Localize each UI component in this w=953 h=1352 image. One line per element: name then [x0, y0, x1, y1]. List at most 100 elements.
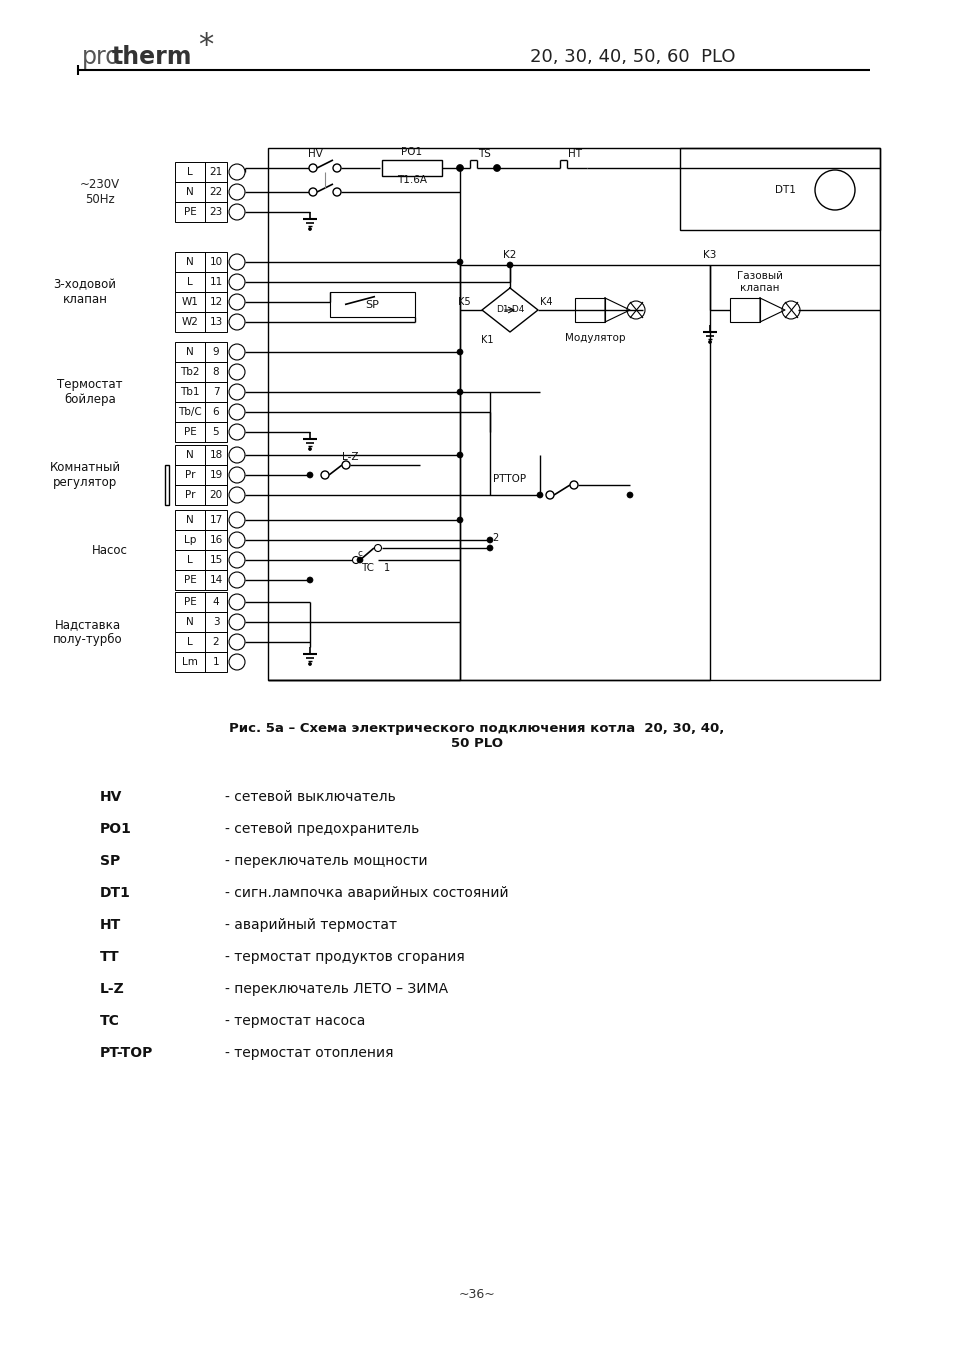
- Text: 13: 13: [209, 316, 222, 327]
- Circle shape: [229, 487, 245, 503]
- Circle shape: [229, 466, 245, 483]
- Bar: [205, 465, 227, 485]
- Text: N: N: [186, 617, 193, 627]
- Text: K1: K1: [480, 335, 493, 345]
- Circle shape: [229, 164, 245, 180]
- Text: SP: SP: [365, 300, 379, 310]
- Bar: [575, 297, 604, 322]
- Bar: [174, 201, 205, 222]
- Circle shape: [333, 188, 340, 196]
- Text: PE: PE: [183, 207, 196, 218]
- Text: ~230V
50Hz: ~230V 50Hz: [80, 178, 120, 206]
- Text: 3: 3: [213, 617, 219, 627]
- Bar: [174, 592, 205, 612]
- Circle shape: [229, 274, 245, 289]
- Text: c: c: [357, 549, 363, 557]
- Bar: [174, 183, 205, 201]
- Bar: [174, 162, 205, 183]
- Circle shape: [309, 164, 316, 172]
- Text: - термостат насоса: - термостат насоса: [225, 1014, 365, 1028]
- Text: N: N: [186, 257, 193, 266]
- Bar: [679, 147, 879, 230]
- Bar: [268, 147, 879, 680]
- Text: D1-D4: D1-D4: [496, 306, 523, 315]
- Circle shape: [456, 165, 463, 172]
- Text: 23: 23: [209, 207, 222, 218]
- Circle shape: [229, 293, 245, 310]
- Text: ~36~: ~36~: [458, 1288, 495, 1302]
- Text: - термостат продуктов сгорания: - термостат продуктов сгорания: [225, 950, 464, 964]
- Bar: [174, 465, 205, 485]
- Bar: [205, 612, 227, 631]
- Text: 3-ходовой
клапан: 3-ходовой клапан: [53, 279, 116, 306]
- Bar: [174, 612, 205, 631]
- Circle shape: [814, 170, 854, 210]
- Text: N: N: [186, 450, 193, 460]
- Text: 1: 1: [384, 562, 390, 573]
- Text: - переключатель мощности: - переключатель мощности: [225, 854, 427, 868]
- Circle shape: [229, 634, 245, 650]
- Text: K3: K3: [702, 250, 716, 260]
- Text: PE: PE: [183, 575, 196, 585]
- Bar: [174, 383, 205, 402]
- Circle shape: [229, 572, 245, 588]
- Text: W2: W2: [181, 316, 198, 327]
- Text: PTTOP: PTTOP: [493, 475, 526, 484]
- Text: 8: 8: [213, 366, 219, 377]
- Text: Tb/C: Tb/C: [178, 407, 202, 416]
- Text: DT1: DT1: [100, 886, 131, 900]
- Circle shape: [341, 461, 350, 469]
- Circle shape: [229, 614, 245, 630]
- Text: TC: TC: [100, 1014, 120, 1028]
- Text: 18: 18: [209, 450, 222, 460]
- Text: HT: HT: [567, 149, 581, 160]
- Text: TC: TC: [361, 562, 375, 573]
- Bar: [174, 251, 205, 272]
- Bar: [205, 272, 227, 292]
- Text: PE: PE: [183, 598, 196, 607]
- Text: TT: TT: [100, 950, 119, 964]
- Bar: [205, 445, 227, 465]
- Bar: [205, 485, 227, 506]
- Text: 4: 4: [213, 598, 219, 607]
- Bar: [174, 652, 205, 672]
- Text: 22: 22: [209, 187, 222, 197]
- Text: W1: W1: [181, 297, 198, 307]
- Circle shape: [229, 594, 245, 610]
- Bar: [174, 402, 205, 422]
- Circle shape: [456, 260, 462, 265]
- Circle shape: [456, 452, 462, 458]
- Bar: [174, 485, 205, 506]
- Text: L: L: [187, 277, 193, 287]
- Circle shape: [229, 404, 245, 420]
- Text: - сигн.лампочка аварийных состояний: - сигн.лампочка аварийных состояний: [225, 886, 508, 900]
- Text: Комнатный
регулятор: Комнатный регулятор: [50, 461, 120, 489]
- Text: 6: 6: [213, 407, 219, 416]
- Text: 17: 17: [209, 515, 222, 525]
- Bar: [205, 362, 227, 383]
- Bar: [174, 510, 205, 530]
- Text: HT: HT: [100, 918, 121, 932]
- Text: pro: pro: [82, 45, 120, 69]
- Text: TS: TS: [478, 149, 491, 160]
- Text: PT-TOP: PT-TOP: [100, 1046, 153, 1060]
- Circle shape: [356, 557, 363, 562]
- Text: 15: 15: [209, 556, 222, 565]
- Bar: [165, 465, 169, 506]
- Bar: [205, 201, 227, 222]
- Circle shape: [229, 425, 245, 439]
- Circle shape: [486, 537, 493, 544]
- Text: Рис. 5a – Схема электрического подключения котла  20, 30, 40,
50 PLO: Рис. 5a – Схема электрического подключен…: [229, 722, 724, 750]
- Bar: [205, 530, 227, 550]
- Text: 10: 10: [210, 257, 222, 266]
- Circle shape: [229, 448, 245, 462]
- Text: L: L: [187, 637, 193, 648]
- Bar: [205, 251, 227, 272]
- Text: N: N: [186, 187, 193, 197]
- Text: K2: K2: [503, 250, 517, 260]
- Text: 5: 5: [213, 427, 219, 437]
- Text: Lm: Lm: [182, 657, 197, 667]
- Text: Насос: Насос: [92, 544, 128, 557]
- Circle shape: [537, 492, 542, 498]
- Bar: [174, 445, 205, 465]
